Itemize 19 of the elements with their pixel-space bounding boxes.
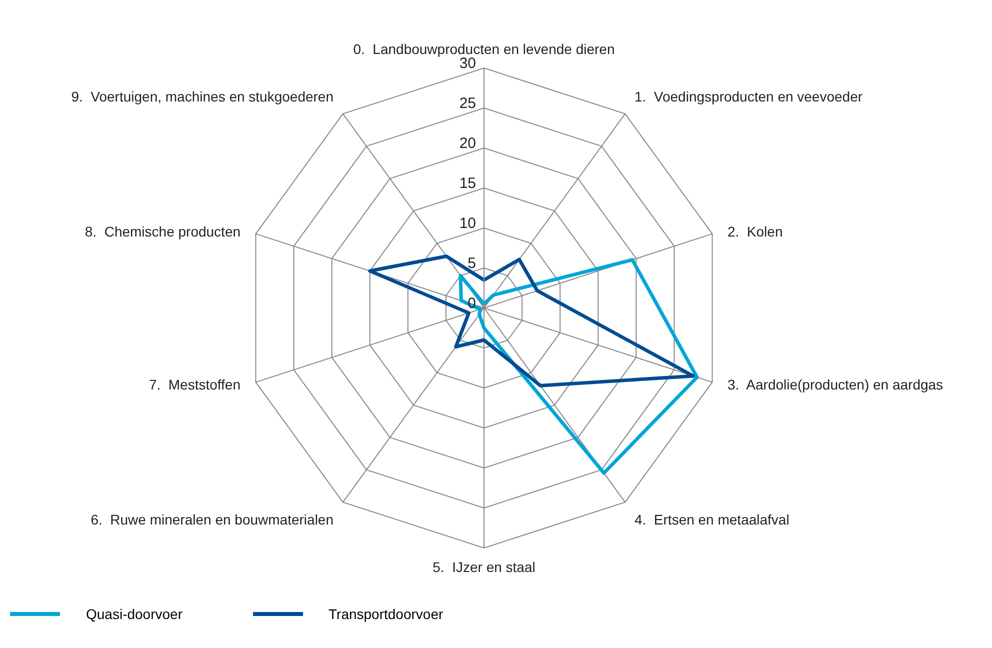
y-tick-label: 25 — [459, 95, 476, 112]
spoke-label: 5. IJzer en staal — [432, 559, 536, 575]
legend-label: Quasi-doorvoer — [86, 606, 182, 622]
spoke-label: 3. Aardolie(producten) en aardgas — [727, 376, 944, 393]
spoke-label: 2. Kolen — [727, 223, 783, 240]
spoke-label: 4. Ertsen en metaalafval — [634, 512, 790, 528]
y-tick-label: 15 — [459, 175, 476, 192]
spoke-label: 9. Voertuigen, machines en stukgoederen — [71, 88, 334, 104]
y-tick-label: 30 — [459, 55, 476, 72]
y-tick-label: 20 — [459, 135, 476, 152]
spoke-label: 1. Voedingsproducten en veevoeder — [634, 88, 863, 104]
y-tick-label: 10 — [459, 215, 476, 232]
spoke-label: 7. Meststoffen — [148, 376, 241, 393]
legend-label: Transportdoorvoer — [328, 606, 444, 622]
spoke-label: 6. Ruwe mineralen en bouwmaterialen — [90, 512, 334, 528]
spoke-label: 0. Landbouwproducten en levende dieren — [353, 41, 615, 57]
y-tick-label: 5 — [468, 255, 476, 272]
y-tick-label: 0 — [468, 295, 476, 312]
spoke-label: 8. Chemische producten — [84, 223, 241, 240]
